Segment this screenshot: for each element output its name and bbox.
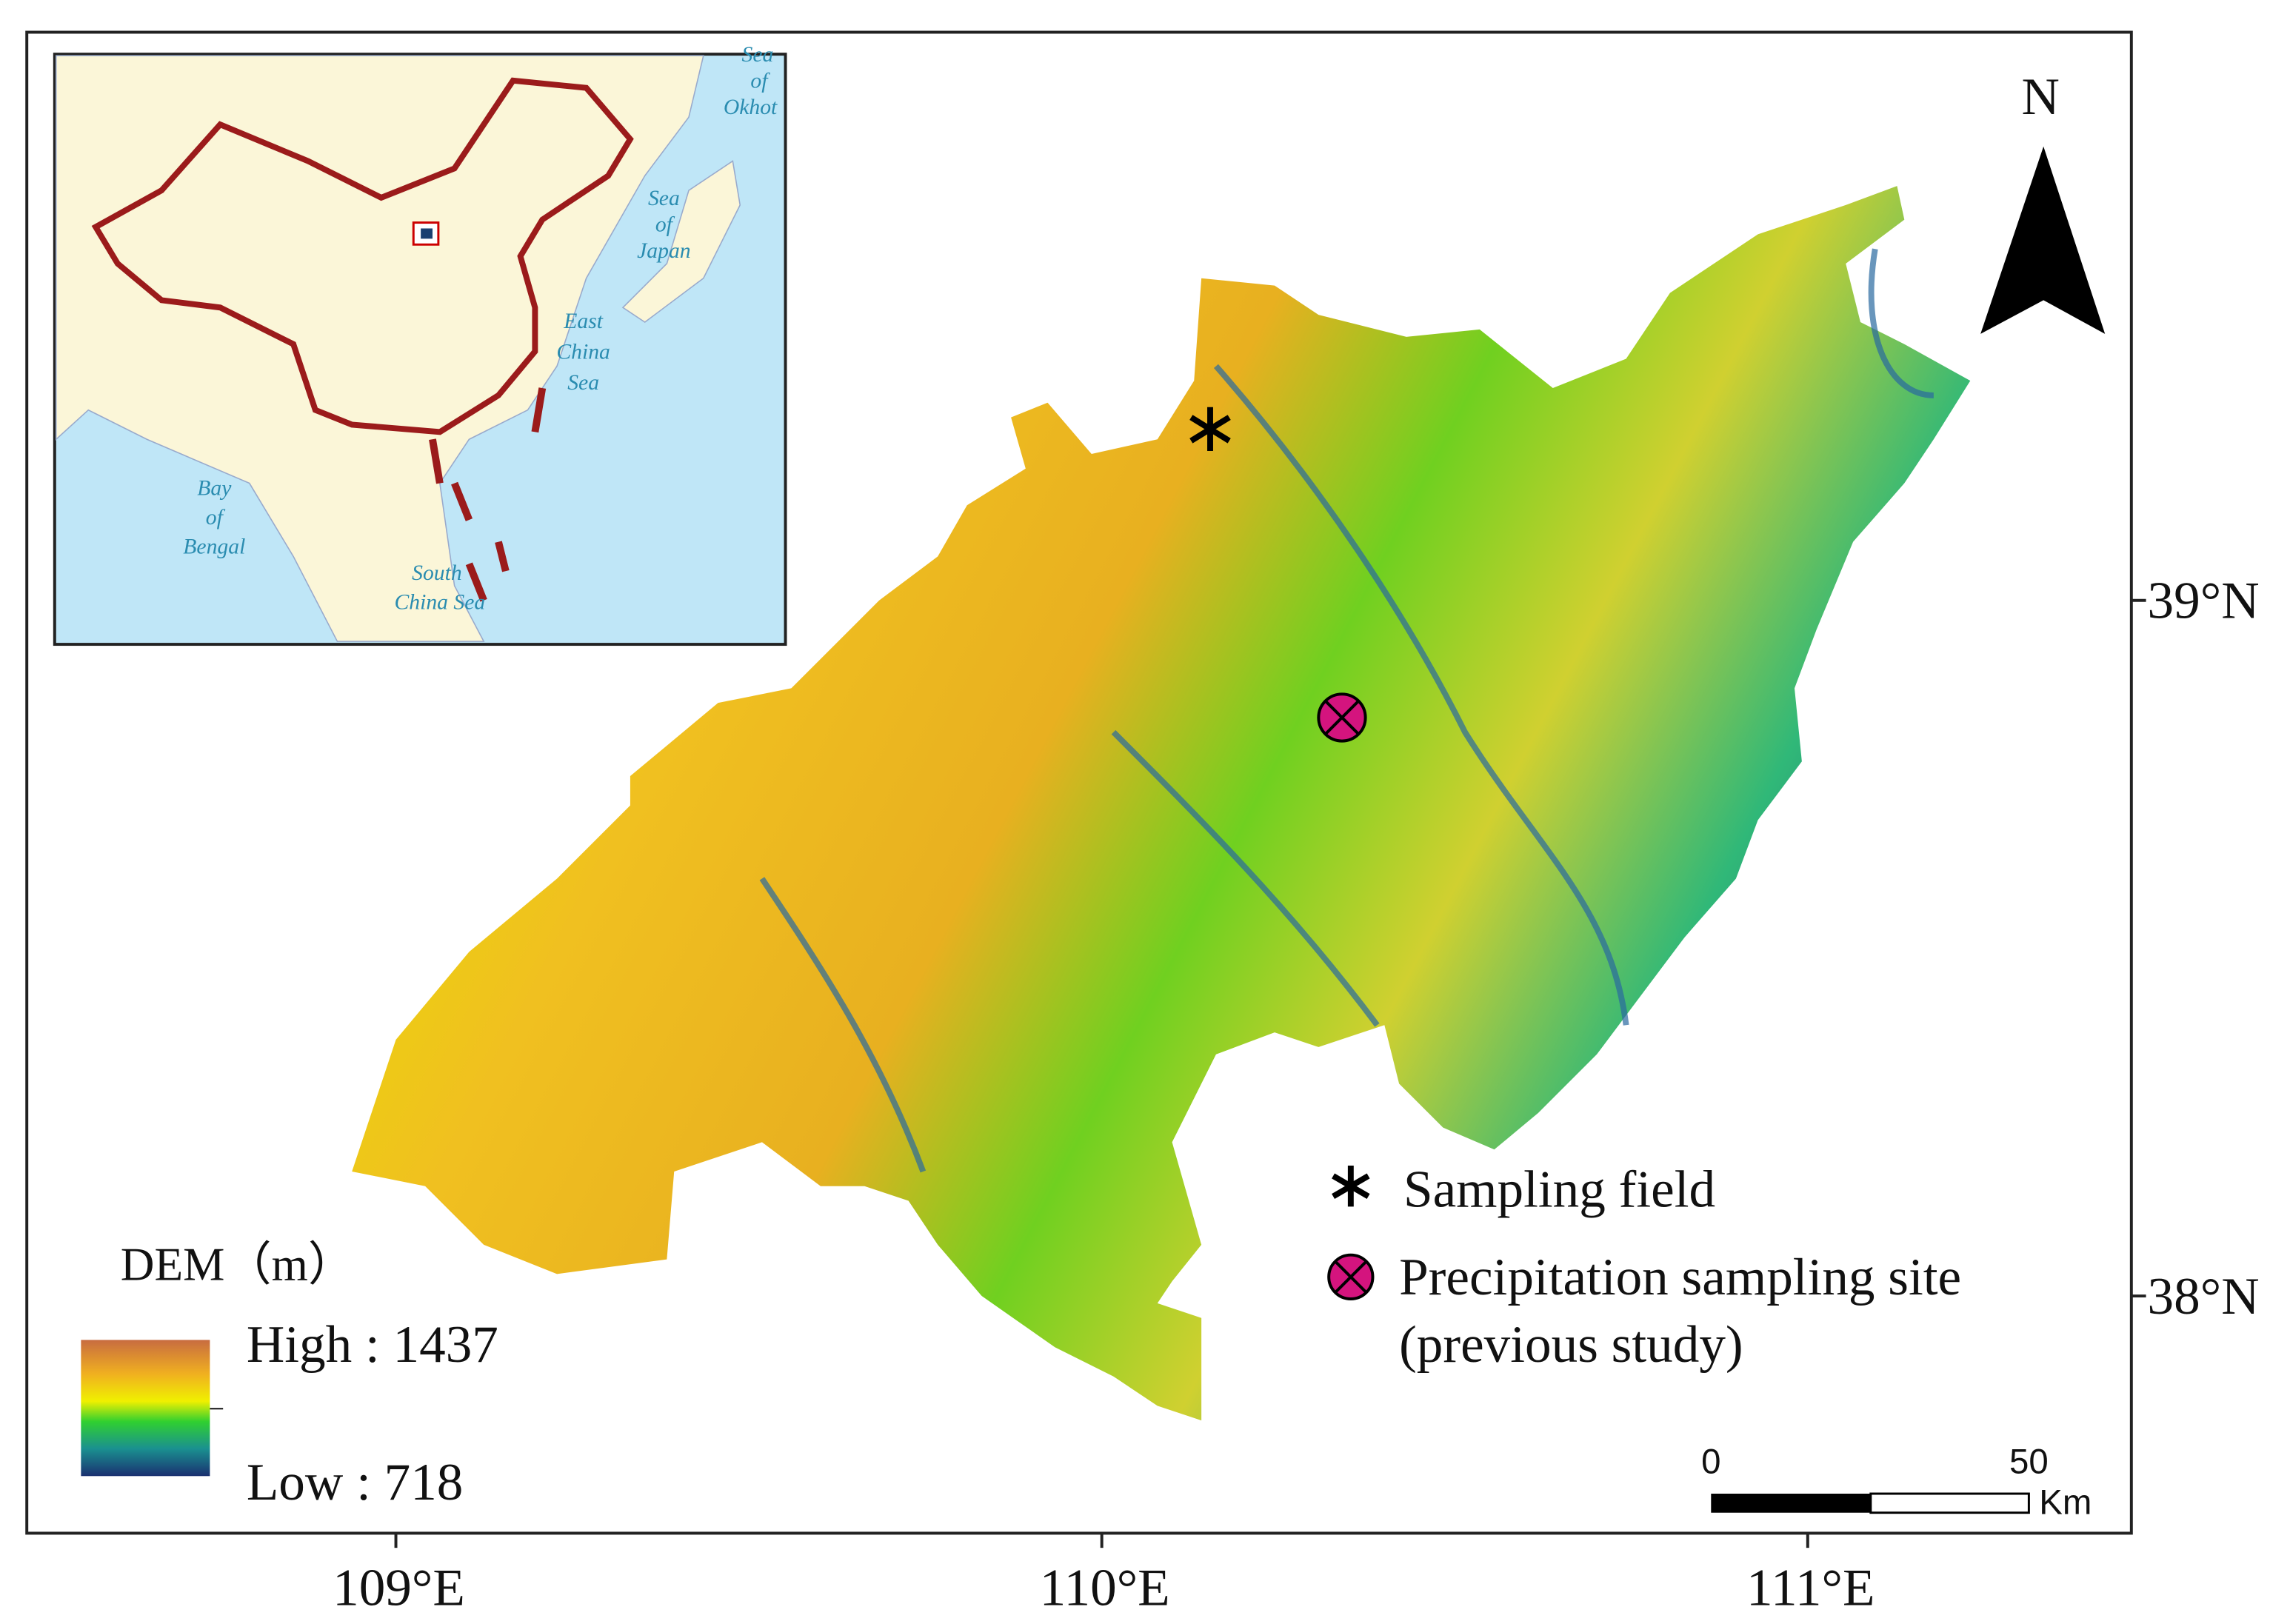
- dem-region: [352, 186, 1971, 1421]
- scale-bar-white: [1869, 1492, 2030, 1514]
- inset-label: Okhot: [724, 96, 778, 119]
- inset-label: Bay: [197, 476, 232, 500]
- inset-label: East: [563, 310, 603, 333]
- scale-unit: Km: [2039, 1483, 2092, 1523]
- latitude-label: 39°N: [2148, 572, 2260, 629]
- inset-labels: Sea of Okhot Sea of Japan East China Sea…: [183, 43, 778, 615]
- longitude-label: 110°E: [1040, 1559, 1170, 1617]
- graticule-ticks: [394, 598, 2146, 1548]
- inset-label: of: [750, 70, 770, 93]
- latitude-label: 38°N: [2148, 1268, 2260, 1326]
- longitude-label: 111°E: [1746, 1559, 1875, 1617]
- scale-bar-black: [1711, 1494, 1871, 1513]
- legend-label: Sampling field: [1403, 1160, 1715, 1218]
- inset-label: South: [412, 561, 462, 585]
- legend-label: Precipitation sampling site: [1399, 1249, 1961, 1306]
- precipitation-site-marker: [1317, 692, 1367, 743]
- inset-label: Bengal: [183, 535, 245, 558]
- scale-label: 0: [1701, 1442, 1720, 1481]
- inset-label: of: [206, 506, 226, 529]
- dem-title: DEM（m）: [121, 1238, 355, 1290]
- dem-colorbar: [81, 1340, 210, 1477]
- inset-label: China Sea: [394, 591, 485, 615]
- inset-label: Japan: [637, 239, 690, 263]
- inset-land: [55, 55, 704, 642]
- inset-label: of: [655, 213, 675, 236]
- sampling-field-marker: [1189, 407, 1231, 452]
- longitude-label: 109°E: [333, 1559, 465, 1617]
- legend-sampling-symbol: [1332, 1166, 1370, 1207]
- legend-label: (previous study): [1399, 1316, 1743, 1374]
- inset-islands: [429, 387, 547, 602]
- dem-low: Low : 718: [247, 1454, 464, 1511]
- legend-precip-symbol: [1327, 1253, 1375, 1300]
- river-valleys: [759, 248, 1935, 1173]
- inset-study-area: [412, 221, 440, 246]
- scale-label: 50: [2009, 1442, 2049, 1481]
- inset-study-dem: [421, 228, 433, 239]
- north-label: N: [2022, 68, 2060, 126]
- inset-japan: [621, 160, 741, 324]
- dem-high: High : 1437: [247, 1316, 498, 1374]
- inset-label: Sea: [648, 187, 680, 210]
- inset-label: China: [556, 340, 610, 364]
- inset-label: Sea: [567, 371, 599, 395]
- north-arrow: [1980, 146, 2106, 334]
- inset-label: Sea: [742, 43, 774, 67]
- inset-china-border: [91, 77, 634, 435]
